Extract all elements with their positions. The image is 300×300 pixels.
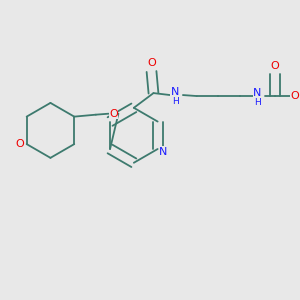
- Text: O: O: [147, 58, 156, 68]
- Text: H: H: [172, 98, 178, 106]
- Text: N: N: [159, 147, 168, 157]
- Text: N: N: [253, 88, 262, 98]
- Text: O: O: [290, 91, 299, 101]
- Text: O: O: [271, 61, 280, 70]
- Text: O: O: [109, 109, 118, 119]
- Text: N: N: [171, 87, 179, 97]
- Text: O: O: [15, 139, 24, 149]
- Text: H: H: [254, 98, 261, 107]
